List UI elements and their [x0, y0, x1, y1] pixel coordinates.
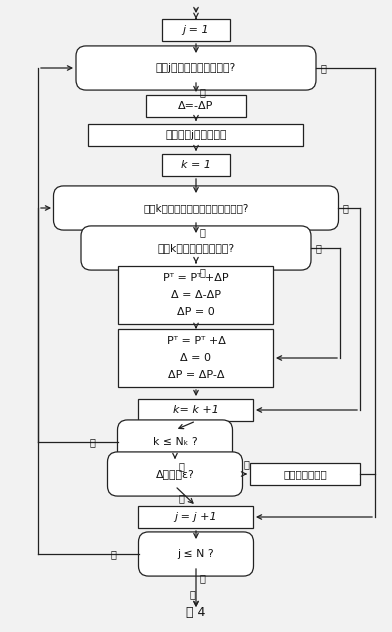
- Text: 否: 否: [316, 243, 322, 253]
- Text: j ≤ N ?: j ≤ N ?: [178, 549, 214, 559]
- Text: Δ=-ΔP: Δ=-ΔP: [178, 101, 214, 111]
- Text: 否: 否: [179, 461, 185, 471]
- Bar: [162, 19, 230, 41]
- Text: ΔP = ΔP-Δ: ΔP = ΔP-Δ: [168, 370, 224, 380]
- Bar: [250, 463, 360, 485]
- Text: Δ = 0: Δ = 0: [180, 353, 212, 363]
- Text: Pᵀ = Pᵀ +Δ: Pᵀ = Pᵀ +Δ: [167, 336, 225, 346]
- Text: 否: 否: [321, 63, 327, 73]
- Text: ΔP = 0: ΔP = 0: [177, 307, 215, 317]
- FancyBboxPatch shape: [118, 420, 232, 464]
- Text: 是: 是: [200, 87, 206, 97]
- Text: Pᵀ = Pᵀ +ΔP: Pᵀ = Pᵀ +ΔP: [163, 274, 229, 283]
- Text: 微网k具备向外提供功率互济的能力?: 微网k具备向外提供功率互济的能力?: [143, 203, 249, 213]
- Text: 微网j需向外寻求功率互济?: 微网j需向外寻求功率互济?: [156, 63, 236, 73]
- Text: 微网k的供应不大于需求?: 微网k的供应不大于需求?: [158, 243, 234, 253]
- Bar: [89, 124, 303, 146]
- FancyBboxPatch shape: [76, 46, 316, 90]
- Text: 否: 否: [179, 493, 185, 503]
- Text: 否: 否: [189, 589, 195, 599]
- Bar: [146, 95, 246, 117]
- Text: Δ = Δ-ΔP: Δ = Δ-ΔP: [171, 290, 221, 300]
- Text: j = 1: j = 1: [183, 25, 209, 35]
- Text: Δ仍大于ε?: Δ仍大于ε?: [156, 469, 194, 479]
- Text: 是: 是: [200, 267, 206, 277]
- Bar: [138, 399, 254, 421]
- FancyBboxPatch shape: [107, 452, 243, 496]
- Text: 是: 是: [111, 549, 117, 559]
- Text: 读取微网j的互济队列: 读取微网j的互济队列: [165, 130, 227, 140]
- Text: 功率不平衡告警: 功率不平衡告警: [283, 469, 327, 479]
- Bar: [118, 329, 274, 387]
- Text: k = 1: k = 1: [181, 160, 211, 170]
- Bar: [138, 506, 254, 528]
- Text: 是: 是: [243, 459, 249, 469]
- FancyBboxPatch shape: [53, 186, 339, 230]
- Text: 否: 否: [343, 203, 349, 213]
- Text: 是: 是: [90, 437, 96, 447]
- FancyBboxPatch shape: [81, 226, 311, 270]
- Bar: [118, 266, 274, 324]
- FancyBboxPatch shape: [138, 532, 254, 576]
- Text: k= k +1: k= k +1: [173, 405, 219, 415]
- Text: k ≤ Nₖ ?: k ≤ Nₖ ?: [153, 437, 197, 447]
- Text: 图 4: 图 4: [186, 605, 206, 619]
- Text: j = j +1: j = j +1: [175, 512, 217, 522]
- Text: 否: 否: [200, 573, 206, 583]
- Text: 是: 是: [200, 227, 206, 237]
- Bar: [162, 154, 230, 176]
